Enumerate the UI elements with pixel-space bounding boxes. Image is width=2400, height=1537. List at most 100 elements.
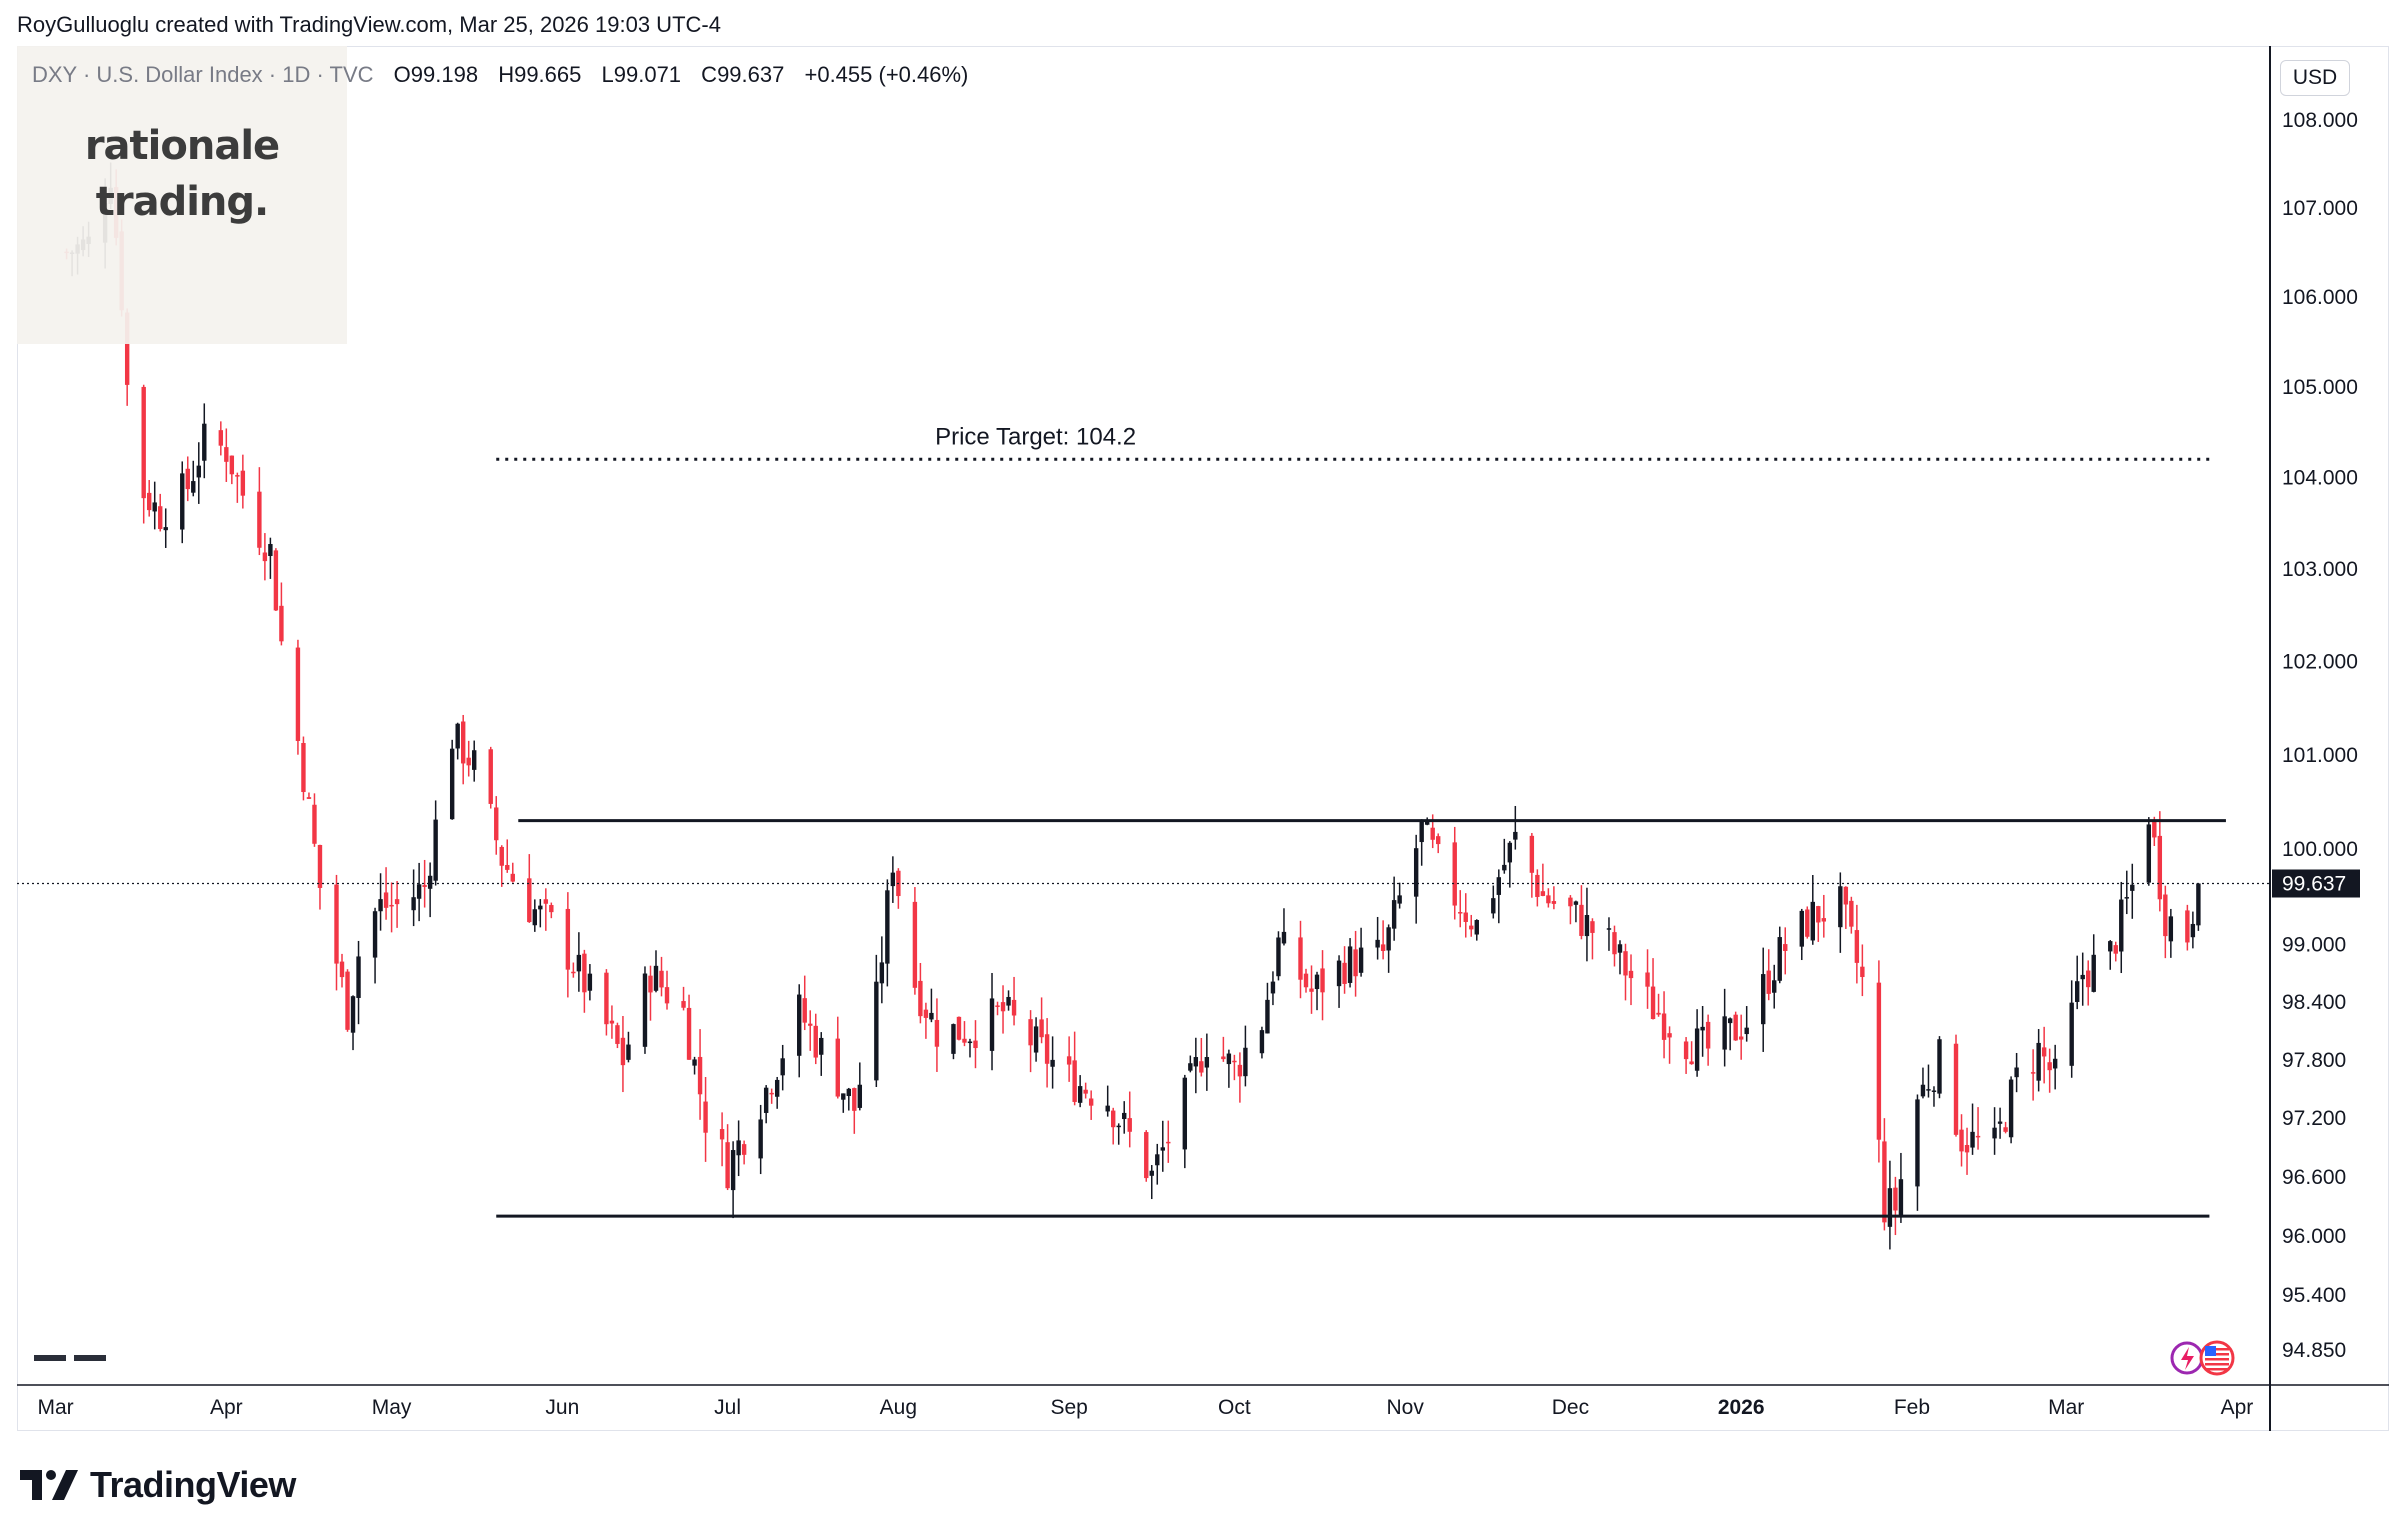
candle-body [1491,898,1496,914]
symbol-legend[interactable]: DXY · U.S. Dollar Index · 1D · TVC O99.1… [32,62,968,88]
candle-body [642,973,648,1047]
candle-body [1127,1118,1132,1132]
candle-body [1683,1041,1689,1060]
candle-body [334,884,339,964]
candle-body [1606,928,1612,930]
symbol-name[interactable]: DXY · U.S. Dollar Index · 1D · TVC [32,62,374,87]
candle-body [2030,1072,2036,1074]
candle-body [1667,1033,1672,1038]
candle-body [582,953,587,993]
candle-body [1953,1043,1959,1135]
candle-body [1000,1002,1006,1012]
y-tick-label: 99.000 [2282,933,2346,956]
candle-body [1276,937,1281,977]
candle-body [1039,1019,1044,1038]
y-tick-label: 97.800 [2282,1049,2346,1072]
candle-body [1204,1057,1210,1068]
last-price-tag [2272,869,2360,898]
x-tick-label: Mar [37,1396,73,1419]
y-tick-label: 96.000 [2282,1225,2346,1248]
candle-body [1386,927,1391,951]
pane-handle-icon [74,1355,106,1361]
candle-body [1243,1047,1248,1077]
candle-body [2157,835,2163,900]
x-tick-label: Nov [1386,1396,1424,1419]
candle-body [505,865,510,870]
candle-body [1237,1064,1243,1077]
candle-body [736,1140,741,1156]
candle-body [1810,901,1815,941]
candle-body [1226,1053,1232,1065]
candle-body [2003,1127,2008,1132]
x-tick-label: Feb [1894,1396,1930,1419]
candle-body [1816,906,1821,923]
candle-body [929,1012,934,1020]
candle-body [1579,904,1584,936]
currency-button[interactable]: USD [2280,60,2350,96]
tradingview-brand: TradingView [90,1464,296,1505]
candle-body [1199,1061,1204,1073]
candle-body [532,909,538,926]
candle-body [383,892,389,908]
candle-body [774,1079,780,1097]
candle-body [1898,1179,1904,1216]
candle-body [196,465,201,478]
y-tick-label: 106.000 [2282,286,2358,309]
candle-body [2008,1079,2014,1138]
candle-body [1992,1127,1997,1139]
watermark-box [17,46,347,344]
candle-body [394,899,400,905]
candle-body [615,1025,620,1044]
candle-body [1391,900,1397,929]
candle-body [350,996,356,1033]
y-tick-label: 105.000 [2282,376,2358,399]
candle-body [472,750,477,770]
candle-body [488,749,493,804]
candle-body [1584,914,1590,937]
candle-body [1496,877,1502,895]
candle-body [1964,1144,1970,1153]
candle-body [1722,1016,1727,1050]
candle-body [306,797,312,799]
candle-body [1783,944,1788,951]
candle-body [725,1142,730,1189]
candle-body [1413,848,1419,897]
candle-body [653,965,659,991]
tradingview-logo[interactable]: TradingView [20,1464,296,1506]
candle-body [1182,1077,1188,1150]
candle-body [2146,824,2152,883]
candle-body [956,1016,962,1040]
candle-body [1645,972,1650,987]
candle-body [1694,1028,1700,1071]
candle-body [835,1038,840,1097]
candle-body [962,1038,967,1043]
candle-body [1926,1089,1931,1091]
candle-body [1843,886,1849,905]
candle-body [1072,1060,1077,1102]
candle-body [703,1101,708,1133]
candle-body [841,1093,846,1100]
flag-stripe [2205,1363,2229,1366]
candle-body [1232,1060,1237,1063]
candle-body [852,1088,857,1111]
candle-body [1887,1188,1893,1227]
candle-body [1424,820,1430,825]
candle-body [780,1058,785,1076]
candle-body [819,1037,824,1055]
high-value: 99.665 [514,62,582,87]
x-tick-label: Mar [2048,1396,2084,1419]
candle-body [510,873,515,882]
candle-body [576,954,582,972]
chart-pane[interactable] [17,46,2389,1431]
candle-body [2185,910,2190,943]
candle-body [185,468,190,490]
candle-body [912,901,918,988]
candle-body [857,1084,863,1108]
candle-body [802,998,807,1023]
candle-body [758,1119,763,1159]
x-tick-label: May [372,1396,412,1419]
candle-body [1144,1132,1149,1179]
candle-body [1799,910,1804,947]
candle-body [571,971,576,974]
